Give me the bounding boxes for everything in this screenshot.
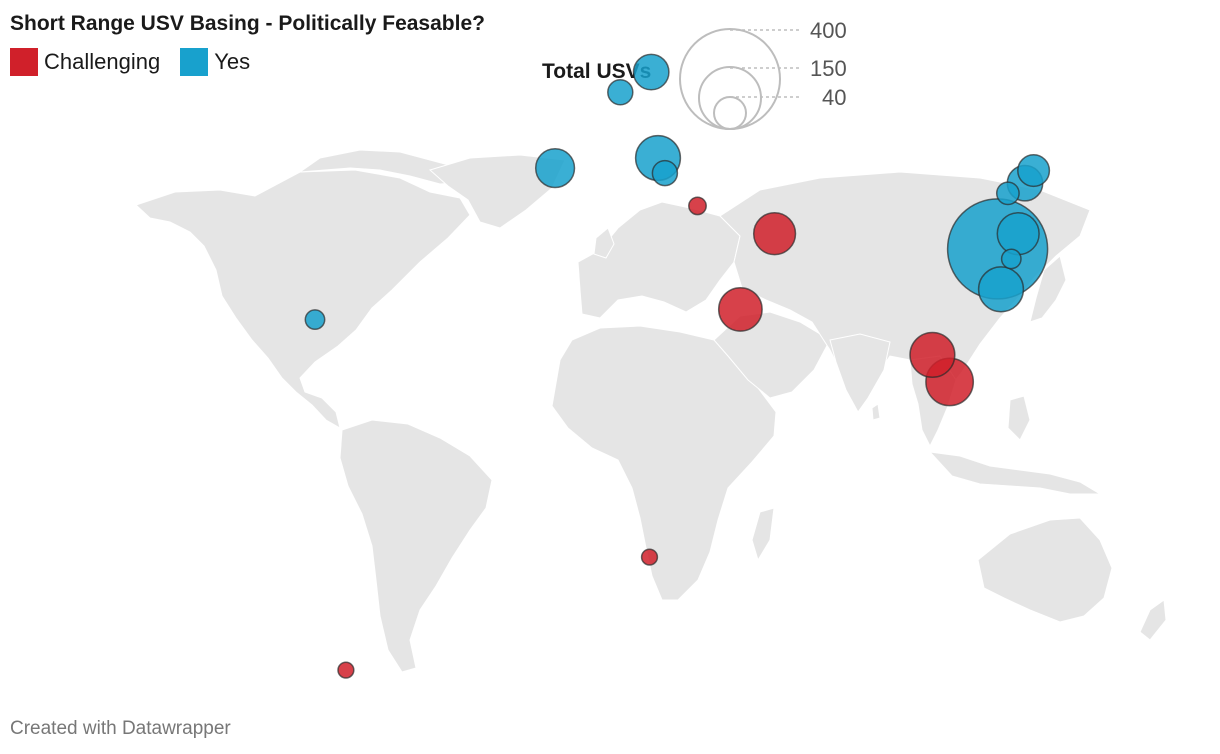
bubble-philippines-luzon[interactable]: [977, 266, 1025, 313]
legend-label-yes: Yes: [214, 49, 251, 74]
bubble-japan[interactable]: [1017, 154, 1051, 188]
legend-item-yes: Yes: [180, 48, 250, 76]
land-india: [829, 333, 891, 413]
land-indonesia: [928, 451, 1102, 495]
land-australia: [977, 517, 1113, 623]
bubble-singapore-malacca[interactable]: [909, 331, 956, 379]
land-greenland: [428, 154, 566, 229]
bubble-strait-of-magellan[interactable]: [337, 661, 355, 679]
bubble-greece[interactable]: [651, 159, 679, 187]
bubble-japan-kyushu[interactable]: [995, 181, 1020, 206]
bubble-persian-gulf[interactable]: [752, 212, 797, 256]
land-british-isles: [593, 227, 615, 259]
bubble-egypt-suez[interactable]: [688, 196, 707, 216]
legend-swatch-yes: [180, 48, 209, 76]
land-philippines: [1007, 395, 1031, 441]
land-sri-lanka: [871, 403, 881, 421]
land-new-zealand: [1139, 599, 1167, 641]
legend-swatch-challenging: [10, 48, 38, 76]
bubbles-layer: [304, 53, 1051, 679]
bubble-panama[interactable]: [304, 309, 326, 331]
land-europe: [577, 201, 741, 319]
legend-item-challenging: Challenging: [10, 48, 160, 76]
color-legend: Challenging Yes: [10, 48, 270, 76]
size-legend-label: Total USVs: [542, 60, 652, 83]
bubble-south-africa-cape-town[interactable]: [640, 548, 659, 566]
bubble-baltic-sea[interactable]: [632, 53, 670, 91]
size-legend-tick-400: 400: [810, 18, 847, 43]
land-africa: [551, 325, 777, 601]
land-japan: [1029, 255, 1067, 323]
size-legend-tick-150: 150: [810, 56, 847, 81]
legend-label-challenging: Challenging: [44, 49, 161, 74]
bubble-okinawa-taiwan[interactable]: [996, 212, 1040, 256]
land-south-america: [339, 419, 493, 673]
bubble-horn-of-africa-djibouti[interactable]: [717, 286, 763, 332]
footer-credit: Created with Datawrapper: [10, 718, 231, 739]
bubble-philippines[interactable]: [1000, 248, 1022, 270]
bubble-north-sea-germany[interactable]: [607, 79, 634, 106]
size-legend-tick-40: 40: [822, 85, 847, 110]
size-legend: [679, 28, 802, 130]
chart-title: Short Range USV Basing - Politically Fea…: [10, 12, 485, 35]
land-madagascar: [751, 507, 775, 562]
land-north-america: [135, 169, 471, 430]
bubble-portugal-spain[interactable]: [534, 147, 576, 189]
